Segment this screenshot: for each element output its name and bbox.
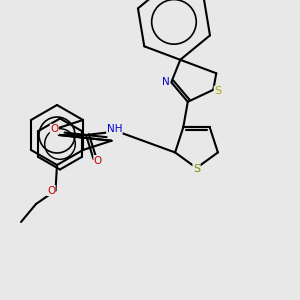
Text: N: N	[162, 77, 170, 87]
Text: O: O	[50, 124, 59, 134]
Text: NH: NH	[107, 124, 122, 134]
Text: O: O	[47, 185, 55, 196]
Text: S: S	[193, 164, 200, 175]
Text: O: O	[94, 155, 102, 166]
Text: S: S	[214, 86, 221, 96]
